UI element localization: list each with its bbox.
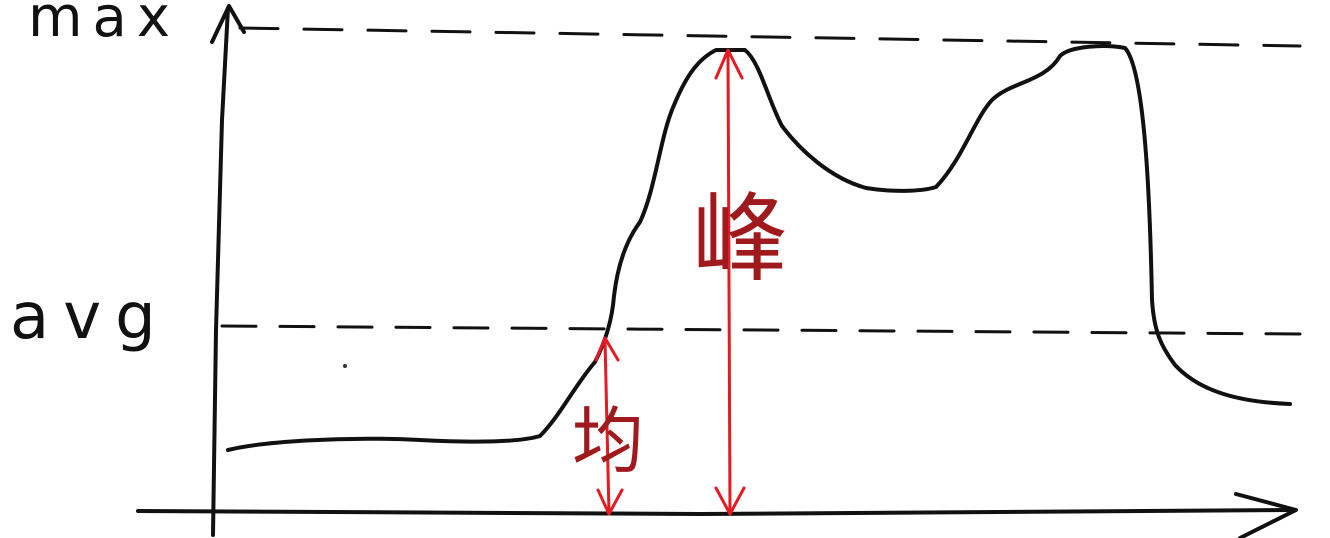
max-dashed-line bbox=[238, 26, 1302, 48]
avg-label: avg bbox=[10, 280, 170, 354]
stray-dot bbox=[343, 364, 347, 368]
average-arrow-top bbox=[594, 336, 620, 362]
signal-curve bbox=[226, 44, 1292, 452]
peak-double-arrow-icon bbox=[726, 50, 732, 515]
average-arrow-bottom bbox=[596, 488, 624, 516]
x-axis-arrow-icon bbox=[1234, 492, 1298, 538]
peak-arrow-top bbox=[714, 48, 744, 80]
max-label: max bbox=[28, 0, 180, 50]
x-axis bbox=[136, 508, 1297, 516]
avg-dashed-line bbox=[220, 324, 1302, 336]
peak-arrow-bottom bbox=[714, 486, 746, 516]
peak-marker-label: 峰 bbox=[692, 183, 788, 295]
average-marker-label: 均 bbox=[572, 399, 644, 483]
average-double-arrow-icon bbox=[603, 338, 611, 515]
y-axis bbox=[211, 6, 230, 537]
y-axis-arrow-icon bbox=[210, 4, 246, 44]
